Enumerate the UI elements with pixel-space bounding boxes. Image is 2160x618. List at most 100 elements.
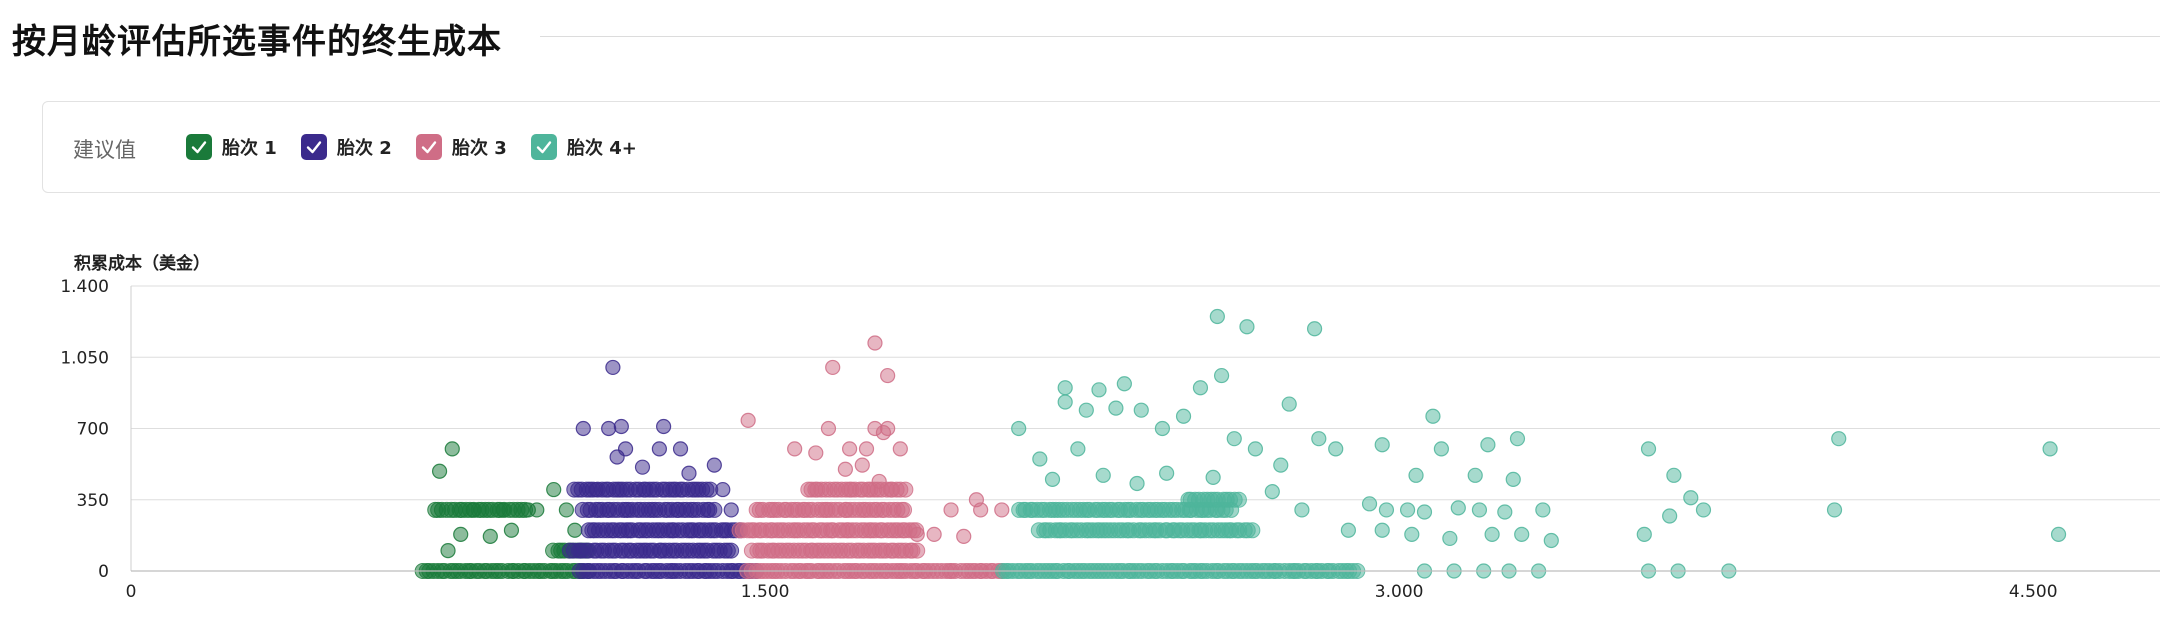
data-point	[1328, 441, 1344, 457]
data-point	[1640, 441, 1657, 457]
series	[561, 359, 765, 579]
data-point	[1226, 431, 1242, 447]
data-point	[1831, 431, 1847, 447]
data-point	[1662, 508, 1678, 524]
data-point	[706, 457, 722, 473]
data-point	[1116, 376, 1132, 392]
data-point	[837, 461, 853, 477]
legend-item-parity-4plus[interactable]: 胎次 4+	[531, 134, 637, 160]
plot-area	[414, 308, 2067, 579]
data-point	[1425, 408, 1441, 424]
data-point	[558, 502, 574, 518]
data-point	[1294, 502, 1310, 518]
data-point	[1378, 502, 1395, 518]
data-point	[1044, 471, 1061, 487]
title-divider	[540, 36, 2160, 37]
data-point	[897, 481, 914, 498]
data-point	[1057, 394, 1073, 410]
data-point	[651, 441, 667, 457]
checkbox-checked-icon[interactable]	[416, 134, 442, 160]
data-point	[546, 481, 562, 498]
y-tick-label: 1.050	[60, 348, 109, 368]
legend-panel: 建议值 胎次 1 胎次 2 胎次 3 胎次 4+	[42, 101, 2160, 193]
data-point	[1408, 467, 1424, 483]
legend-label: 胎次 4+	[567, 138, 637, 159]
data-point	[1247, 441, 1264, 457]
data-point	[956, 528, 972, 544]
data-point	[444, 441, 460, 457]
data-point	[1374, 522, 1390, 538]
legend-title: 建议值	[73, 138, 136, 162]
data-point	[1209, 308, 1225, 325]
data-point	[1239, 319, 1255, 335]
data-point	[482, 528, 498, 544]
data-point	[1175, 408, 1192, 424]
checkbox-checked-icon[interactable]	[186, 134, 212, 160]
data-point	[1095, 467, 1111, 483]
data-point	[820, 420, 837, 437]
data-point	[909, 542, 926, 559]
data-point	[1826, 502, 1843, 518]
data-point	[1091, 382, 1107, 398]
data-point	[1497, 504, 1513, 520]
data-point	[875, 424, 892, 441]
data-point	[1159, 465, 1175, 481]
data-point	[672, 441, 689, 457]
data-point	[715, 481, 731, 498]
data-point	[1311, 431, 1327, 447]
x-tick-label: 3.000	[1375, 582, 1424, 602]
legend-item-parity-2[interactable]: 胎次 2	[301, 134, 392, 160]
series	[731, 335, 1010, 579]
data-point	[1361, 496, 1378, 512]
data-point	[1205, 469, 1221, 485]
y-tick-label: 700	[77, 420, 109, 440]
legend-label: 胎次 1	[222, 138, 277, 159]
y-tick-label: 1.400	[60, 277, 109, 297]
data-point	[1070, 441, 1086, 457]
legend-item-parity-1[interactable]: 胎次 1	[186, 134, 277, 160]
data-point	[2042, 441, 2058, 457]
scatter-chart: 0 350 700 1.050 1.400 0 1.500 3.000 4.500	[60, 277, 2160, 602]
data-point	[1306, 321, 1323, 337]
data-point	[575, 420, 591, 437]
data-point	[634, 459, 651, 475]
data-point	[613, 418, 629, 435]
data-point	[1192, 380, 1209, 396]
axes: 0 350 700 1.050 1.400 0 1.500 3.000 4.500	[60, 277, 2160, 602]
data-point	[926, 526, 942, 542]
data-point	[1374, 437, 1390, 453]
page-title: 按月龄评估所选事件的终生成本	[12, 22, 502, 62]
data-point	[1416, 504, 1433, 520]
data-point	[609, 449, 625, 465]
data-point	[740, 412, 756, 428]
data-point	[1032, 451, 1048, 467]
data-point	[1230, 491, 1247, 508]
data-point	[1509, 431, 1526, 447]
data-point	[588, 481, 604, 498]
data-point	[1636, 526, 1652, 542]
data-point	[1471, 502, 1488, 518]
data-point	[1514, 526, 1530, 542]
data-point	[1480, 437, 1496, 453]
data-point	[1505, 471, 1521, 487]
data-point	[605, 359, 621, 376]
data-point	[858, 441, 875, 457]
legend-item-parity-3[interactable]: 胎次 3	[416, 134, 507, 160]
checkbox-checked-icon[interactable]	[531, 134, 557, 160]
data-point	[896, 501, 913, 518]
data-point	[1442, 530, 1458, 547]
data-point	[681, 465, 697, 481]
data-point	[520, 502, 536, 518]
data-point	[892, 441, 908, 457]
data-point	[601, 420, 617, 437]
data-point	[453, 526, 469, 542]
data-point	[1129, 475, 1145, 492]
checkbox-checked-icon[interactable]	[301, 134, 327, 160]
data-point	[825, 359, 841, 376]
data-point	[656, 418, 672, 435]
data-point	[440, 543, 456, 559]
data-point	[1244, 522, 1261, 539]
data-point	[867, 335, 883, 351]
legend-label: 胎次 3	[452, 138, 507, 159]
x-tick-label: 4.500	[2009, 582, 2058, 602]
